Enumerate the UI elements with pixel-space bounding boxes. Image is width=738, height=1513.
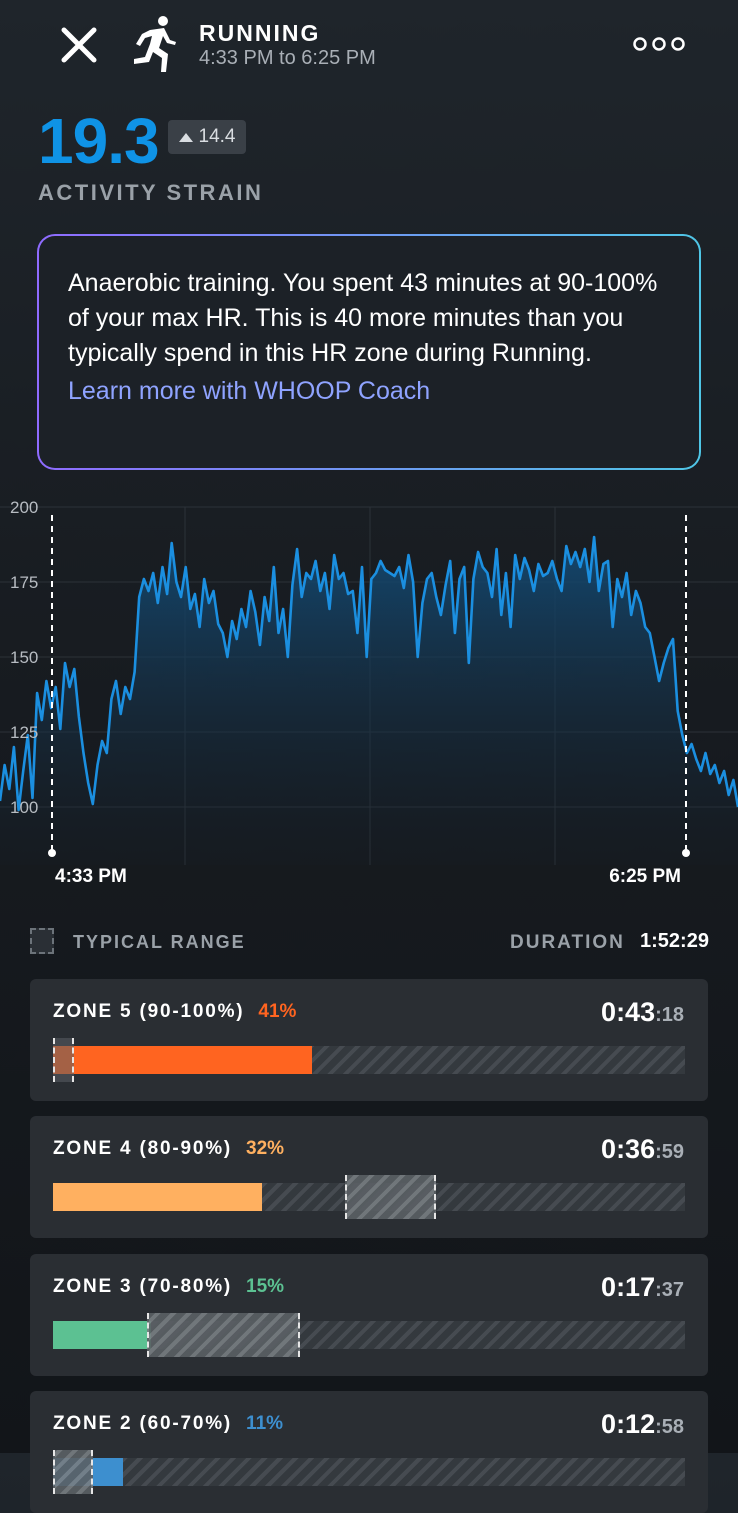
zone-time-main: 0:36 — [601, 1134, 656, 1164]
zone-time-main: 0:43 — [601, 997, 656, 1027]
activity-title: RUNNING — [199, 20, 321, 46]
zone-label: ZONE 4 (80-90%) — [53, 1138, 233, 1159]
y-axis-ticks: 200 175 150 125 100 — [10, 498, 38, 817]
typical-range-marker — [53, 1450, 93, 1494]
zone-card[interactable]: ZONE 2 (60-70%) 11% 0:12:58 — [30, 1391, 708, 1513]
zone-name: ZONE 3 (70-80%) 15% — [53, 1276, 284, 1298]
more-options-button[interactable] — [628, 30, 690, 58]
zone-time: 0:36:59 — [601, 1134, 684, 1165]
zone-bar-track — [53, 1038, 685, 1082]
zone-card[interactable]: ZONE 3 (70-80%) 15% 0:17:37 — [30, 1254, 708, 1376]
zone-time-seconds: :59 — [655, 1141, 684, 1163]
zone-bar-track — [53, 1313, 685, 1357]
strain-delta: 14.4 — [198, 126, 236, 147]
zone-time-main: 0:12 — [601, 1409, 656, 1439]
y-tick-label: 125 — [10, 723, 38, 742]
more-options-icon — [633, 37, 685, 51]
strain-value: 19.3 — [38, 105, 160, 177]
zone-time-main: 0:17 — [601, 1272, 656, 1302]
zone-bar-fill — [53, 1046, 313, 1074]
start-marker-dot — [48, 849, 56, 857]
hr-area — [0, 537, 738, 865]
insight-text: Anaerobic training. You spent 43 minutes… — [68, 269, 658, 367]
end-time-label: 6:25 PM — [609, 866, 681, 887]
up-arrow-icon — [178, 132, 193, 142]
activity-time-range: 4:33 PM to 6:25 PM — [199, 47, 376, 69]
zone-bar-track — [53, 1175, 685, 1219]
y-tick-label: 100 — [10, 798, 38, 817]
close-button[interactable] — [58, 24, 100, 66]
typical-range-marker — [344, 1175, 437, 1219]
zone-time: 0:43:18 — [601, 997, 684, 1028]
end-marker-dot — [682, 849, 690, 857]
start-time-label: 4:33 PM — [55, 866, 127, 887]
duration-label: DURATION — [510, 932, 625, 953]
zone-label: ZONE 5 (90-100%) — [53, 1001, 245, 1022]
close-icon — [61, 27, 97, 63]
zone-bar-fill — [53, 1183, 262, 1211]
zone-percent: 15% — [246, 1276, 285, 1297]
zone-time-seconds: :18 — [655, 1004, 684, 1026]
time-markers — [48, 515, 690, 857]
heart-rate-chart: 200 175 150 125 100 4:33 PM 6:25 PM — [0, 498, 738, 887]
insight-card: Anaerobic training. You spent 43 minutes… — [37, 234, 701, 470]
hr-line — [0, 535, 738, 812]
zone-time-seconds: :37 — [655, 1279, 684, 1301]
strain-delta-badge: 14.4 — [168, 120, 246, 154]
zone-percent: 11% — [246, 1413, 284, 1434]
whoop-coach-link[interactable]: Learn more with WHOOP Coach — [68, 377, 431, 405]
zone-percent: 32% — [246, 1138, 285, 1159]
y-tick-label: 150 — [10, 648, 38, 667]
zone-time-seconds: :58 — [655, 1416, 684, 1438]
zone-name: ZONE 4 (80-90%) 32% — [53, 1138, 284, 1160]
zone-bar-fill — [53, 1321, 151, 1349]
zone-label: ZONE 3 (70-80%) — [53, 1276, 233, 1297]
zone-percent: 41% — [258, 1001, 297, 1022]
zone-label: ZONE 2 (60-70%) — [53, 1413, 233, 1434]
zone-name: ZONE 5 (90-100%) 41% — [53, 1001, 296, 1023]
typical-range-marker — [53, 1038, 74, 1082]
zone-card[interactable]: ZONE 5 (90-100%) 41% 0:43:18 — [30, 979, 708, 1101]
duration-value: 1:52:29 — [640, 930, 709, 952]
typical-range-label: TYPICAL RANGE — [73, 932, 246, 952]
runner-icon — [130, 14, 176, 74]
y-tick-label: 175 — [10, 573, 38, 592]
strain-label: ACTIVITY STRAIN — [38, 180, 264, 205]
zone-time: 0:12:58 — [601, 1409, 684, 1440]
zone-name: ZONE 2 (60-70%) 11% — [53, 1413, 283, 1435]
zone-bar-track — [53, 1450, 685, 1494]
typical-range-swatch — [30, 928, 54, 954]
y-tick-label: 200 — [10, 498, 38, 517]
zone-time: 0:17:37 — [601, 1272, 684, 1303]
typical-range-marker — [146, 1313, 301, 1357]
zone-card[interactable]: ZONE 4 (80-90%) 32% 0:36:59 — [30, 1116, 708, 1238]
